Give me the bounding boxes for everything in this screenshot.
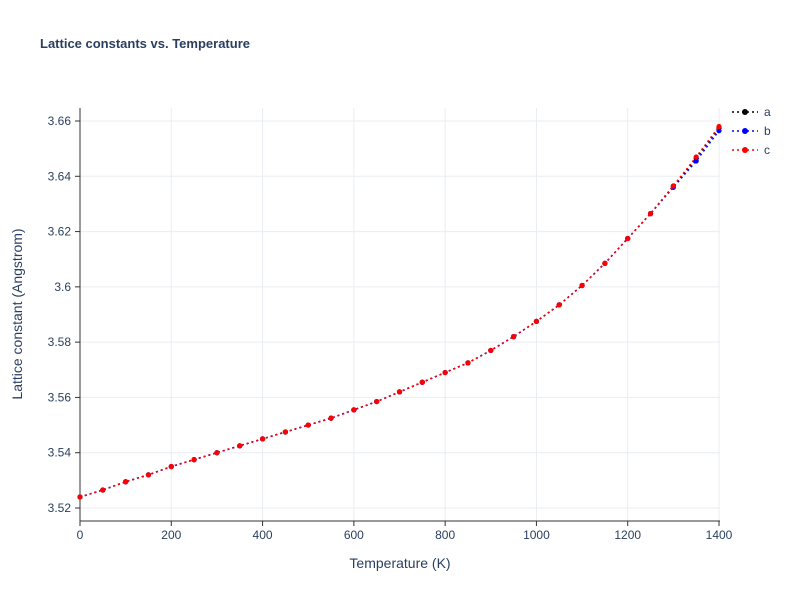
y-tick-label: 3.56 xyxy=(48,390,72,404)
data-point xyxy=(237,443,243,449)
y-axis-ticks: 3.52 3.54 3.56 3.58 3.6 3.62 3.64 3.66 xyxy=(48,114,80,515)
data-point xyxy=(693,158,699,164)
gridlines xyxy=(79,108,720,521)
data-point xyxy=(100,487,106,493)
legend-label: b xyxy=(764,124,771,138)
y-tick-label: 3.54 xyxy=(48,446,72,460)
data-point xyxy=(123,479,129,485)
legend-marker xyxy=(742,128,748,134)
data-point xyxy=(670,183,676,189)
x-tick-label: 400 xyxy=(253,528,273,542)
data-point xyxy=(351,407,357,413)
y-tick-label: 3.66 xyxy=(48,114,72,128)
data-point xyxy=(282,429,288,435)
data-point xyxy=(602,260,608,266)
x-tick-label: 600 xyxy=(344,528,364,542)
data-point xyxy=(214,450,220,456)
data-point xyxy=(533,318,540,325)
data-point xyxy=(579,282,585,289)
x-tick-label: 1200 xyxy=(614,528,641,542)
y-tick-label: 3.52 xyxy=(48,501,72,515)
legend-item-b[interactable]: b xyxy=(732,124,771,138)
data-point xyxy=(556,302,562,308)
data-point xyxy=(168,463,174,470)
axes xyxy=(79,108,720,522)
x-tick-label: 1000 xyxy=(523,528,550,542)
legend-label: c xyxy=(764,143,770,157)
plot-area[interactable] xyxy=(80,108,720,521)
data-point xyxy=(465,360,471,366)
data-point xyxy=(693,154,699,160)
y-tick-label: 3.64 xyxy=(48,169,72,183)
series-c xyxy=(77,123,722,500)
data-point xyxy=(396,389,403,395)
y-axis-label: Lattice constant (Angstrom) xyxy=(9,228,25,400)
x-tick-label: 0 xyxy=(77,528,84,542)
chart-title: Lattice constants vs. Temperature xyxy=(40,36,250,51)
data-point xyxy=(647,211,654,217)
data-point xyxy=(625,235,631,242)
x-axis-label: Temperature (K) xyxy=(349,555,451,571)
legend-marker xyxy=(742,109,748,115)
legend-marker xyxy=(742,147,748,153)
data-point xyxy=(305,422,311,428)
data-point xyxy=(716,123,722,130)
legend-label: a xyxy=(764,105,771,119)
data-point xyxy=(145,472,152,478)
data-point xyxy=(191,457,197,463)
legend-item-a[interactable]: a xyxy=(732,105,771,119)
data-point xyxy=(442,369,448,376)
data-point xyxy=(511,334,517,340)
data-point xyxy=(77,494,83,500)
x-tick-label: 1400 xyxy=(706,528,733,542)
y-tick-label: 3.62 xyxy=(48,225,72,239)
data-point xyxy=(488,347,494,354)
data-point xyxy=(374,398,380,405)
x-axis-ticks: 0 200 400 600 800 1000 1200 1400 xyxy=(77,521,733,542)
legend-item-c[interactable]: c xyxy=(732,143,770,157)
data-point xyxy=(419,379,425,385)
x-tick-label: 200 xyxy=(161,528,181,542)
y-tick-label: 3.6 xyxy=(54,280,71,294)
data-point xyxy=(328,415,334,421)
legend: abc xyxy=(732,105,771,157)
y-tick-label: 3.58 xyxy=(48,335,72,349)
x-tick-label: 800 xyxy=(435,528,455,542)
data-point xyxy=(259,436,266,442)
